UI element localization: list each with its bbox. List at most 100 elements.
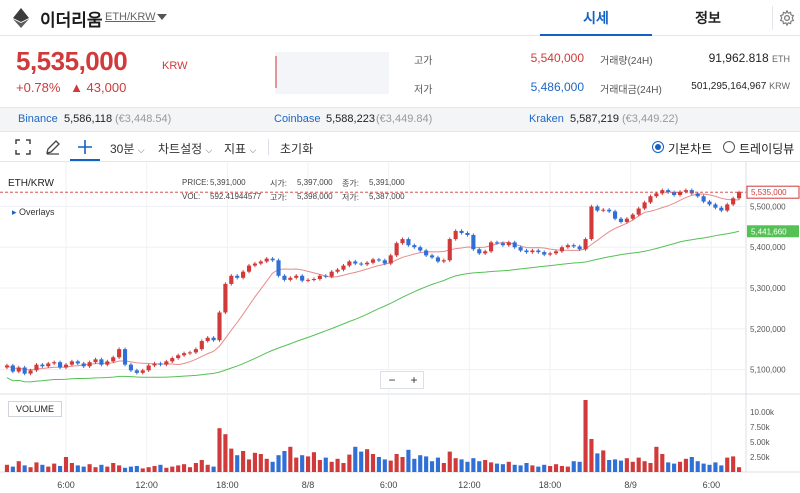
- overlays-label: Overlays: [19, 207, 55, 217]
- price-tick-label: 5,500,000: [750, 202, 786, 211]
- volume-tick-label: 10.00k: [750, 408, 775, 417]
- candle-body: [642, 202, 647, 209]
- reset-button[interactable]: 초기화: [280, 142, 314, 156]
- candle-body: [683, 190, 688, 192]
- moving-average-short-line: [6, 193, 740, 371]
- candle-body: [158, 363, 163, 365]
- indicators-menu[interactable]: 지표 ⌵: [224, 140, 256, 157]
- volume-bar: [725, 457, 730, 472]
- volume-bar: [400, 457, 405, 472]
- volume-bar: [689, 457, 694, 472]
- pencil-icon[interactable]: [44, 138, 62, 156]
- candle-body: [736, 192, 742, 199]
- basic-chart-label[interactable]: 기본차트: [668, 142, 713, 156]
- exchange-name-coinbase[interactable]: Coinbase: [274, 113, 321, 125]
- volume-bar: [134, 466, 139, 472]
- volume-number: 91,962.818: [708, 51, 769, 65]
- volume-bar: [182, 464, 187, 472]
- amount-number: 501,295,164,967: [691, 81, 767, 92]
- chart-settings-menu[interactable]: 차트설정 ⌵: [158, 140, 212, 157]
- price-change: +0.78% ▲ 43,000: [16, 80, 126, 95]
- volume-bar: [731, 456, 736, 472]
- interval-select[interactable]: 30분 ⌵: [110, 140, 145, 157]
- fullscreen-icon[interactable]: [14, 138, 32, 156]
- info-open-label: 시가:: [270, 179, 287, 188]
- coin-name[interactable]: 이더리움: [40, 11, 103, 30]
- volume-tick-label: 7.50k: [750, 423, 771, 432]
- candle-body: [294, 275, 299, 278]
- volume-bar: [530, 465, 535, 472]
- candle-body: [16, 367, 21, 372]
- volume-bar: [654, 446, 659, 472]
- candle-body: [530, 250, 535, 253]
- candle-body: [400, 239, 405, 244]
- volume-unit: ETH: [772, 54, 790, 64]
- candle-body: [359, 263, 364, 265]
- volume-bar: [500, 464, 505, 472]
- basic-chart-radio[interactable]: [652, 141, 664, 153]
- settings-button[interactable]: [772, 6, 800, 30]
- volume-bar: [40, 464, 45, 472]
- candle-body: [583, 239, 588, 250]
- exchange-name-kraken[interactable]: Kraken: [529, 113, 564, 125]
- candle-body: [288, 277, 293, 280]
- crosshair-icon[interactable]: [76, 138, 94, 156]
- info-low-label: 저가:: [342, 193, 359, 202]
- volume-bar: [323, 457, 328, 472]
- exchange-name-binance[interactable]: Binance: [18, 113, 58, 125]
- chevron-down-icon[interactable]: [157, 14, 167, 20]
- volume-bar: [359, 451, 364, 472]
- volume-tick-label: 2.50k: [750, 453, 771, 462]
- volume-bar: [223, 434, 228, 472]
- tradingview-label[interactable]: 트레이딩뷰: [739, 142, 795, 156]
- volume-bar: [117, 465, 122, 472]
- volume-bar: [329, 461, 334, 472]
- volume-bar: [252, 452, 257, 472]
- exchange-price-kraken: 5,587,219: [570, 113, 619, 125]
- candle-body: [258, 261, 263, 264]
- volume-bar: [176, 465, 181, 472]
- volume-bar: [128, 466, 134, 472]
- exchange-eur-coinbase: (€3,449.84): [376, 113, 433, 125]
- ma-price-tag: [747, 225, 799, 238]
- change-amount: ▲ 43,000: [70, 80, 127, 95]
- volume-bar: [518, 465, 523, 472]
- chart-toolbar: 30분 ⌵ 차트설정 ⌵ 지표 ⌵ 초기화 기본차트 트레이딩뷰: [0, 132, 800, 162]
- info-low: 5,387,000: [369, 192, 405, 201]
- volume-bar: [636, 457, 641, 472]
- volume-bar: [170, 466, 175, 472]
- chart-settings-label: 차트설정: [158, 142, 203, 156]
- candle-body: [471, 235, 476, 250]
- tab-info[interactable]: 정보: [695, 10, 721, 26]
- overlays-toggle[interactable]: ▸ Overlays: [12, 207, 55, 218]
- candle-body: [22, 367, 27, 374]
- volume-value: 91,962.818 ETH: [650, 51, 790, 65]
- price-chart[interactable]: 5,500,000 5,400,000 5,300,000 5,200,000 5,10…: [0, 162, 800, 493]
- zoom-out-button[interactable]: −: [388, 373, 396, 387]
- volume-bar: [583, 400, 588, 472]
- candle-body: [164, 361, 169, 365]
- candle-body: [483, 251, 488, 254]
- volume-bar: [58, 466, 63, 472]
- tab-price[interactable]: 시세: [540, 0, 652, 36]
- volume-bar: [548, 466, 553, 472]
- candle-body: [311, 279, 317, 281]
- candle-body: [335, 269, 340, 272]
- candle-body: [689, 190, 694, 194]
- volume-bar: [99, 464, 104, 472]
- volume-bar: [211, 466, 216, 472]
- candle-body: [4, 365, 10, 368]
- volume-bar: [429, 461, 435, 472]
- candle-body: [388, 255, 393, 264]
- ticker-panel: 5,535,000 KRW +0.78% ▲ 43,000 고가 5,540,0…: [0, 36, 800, 108]
- candle-body: [69, 361, 74, 365]
- volume-bar: [536, 466, 541, 472]
- tradingview-radio[interactable]: [723, 141, 735, 153]
- mini-sparkline: [275, 52, 389, 94]
- volume-bar: [406, 449, 411, 472]
- coin-pair-link[interactable]: ETH/KRW: [105, 11, 156, 23]
- zoom-in-button[interactable]: +: [410, 373, 418, 387]
- candle-body: [317, 275, 322, 280]
- candle-body: [323, 275, 328, 277]
- time-tick-label: 6:00: [703, 480, 721, 490]
